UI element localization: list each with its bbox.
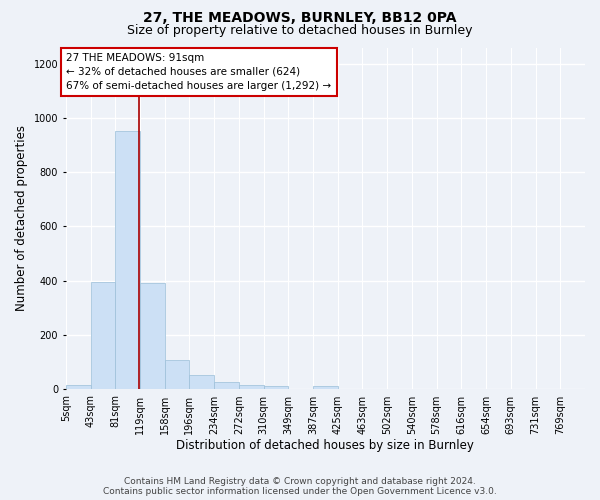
Text: Contains HM Land Registry data © Crown copyright and database right 2024.
Contai: Contains HM Land Registry data © Crown c…: [103, 476, 497, 496]
Text: 27, THE MEADOWS, BURNLEY, BB12 0PA: 27, THE MEADOWS, BURNLEY, BB12 0PA: [143, 11, 457, 25]
Bar: [239, 385, 263, 389]
Bar: [66, 385, 91, 389]
Bar: [165, 360, 190, 389]
X-axis label: Distribution of detached houses by size in Burnley: Distribution of detached houses by size …: [176, 440, 475, 452]
Bar: [91, 282, 115, 389]
Bar: [115, 132, 140, 389]
Y-axis label: Number of detached properties: Number of detached properties: [15, 125, 28, 311]
Text: Size of property relative to detached houses in Burnley: Size of property relative to detached ho…: [127, 24, 473, 37]
Bar: [214, 382, 239, 389]
Bar: [263, 386, 289, 389]
Text: 27 THE MEADOWS: 91sqm
← 32% of detached houses are smaller (624)
67% of semi-det: 27 THE MEADOWS: 91sqm ← 32% of detached …: [67, 53, 331, 91]
Bar: [190, 376, 214, 389]
Bar: [140, 283, 165, 389]
Bar: [313, 386, 338, 389]
